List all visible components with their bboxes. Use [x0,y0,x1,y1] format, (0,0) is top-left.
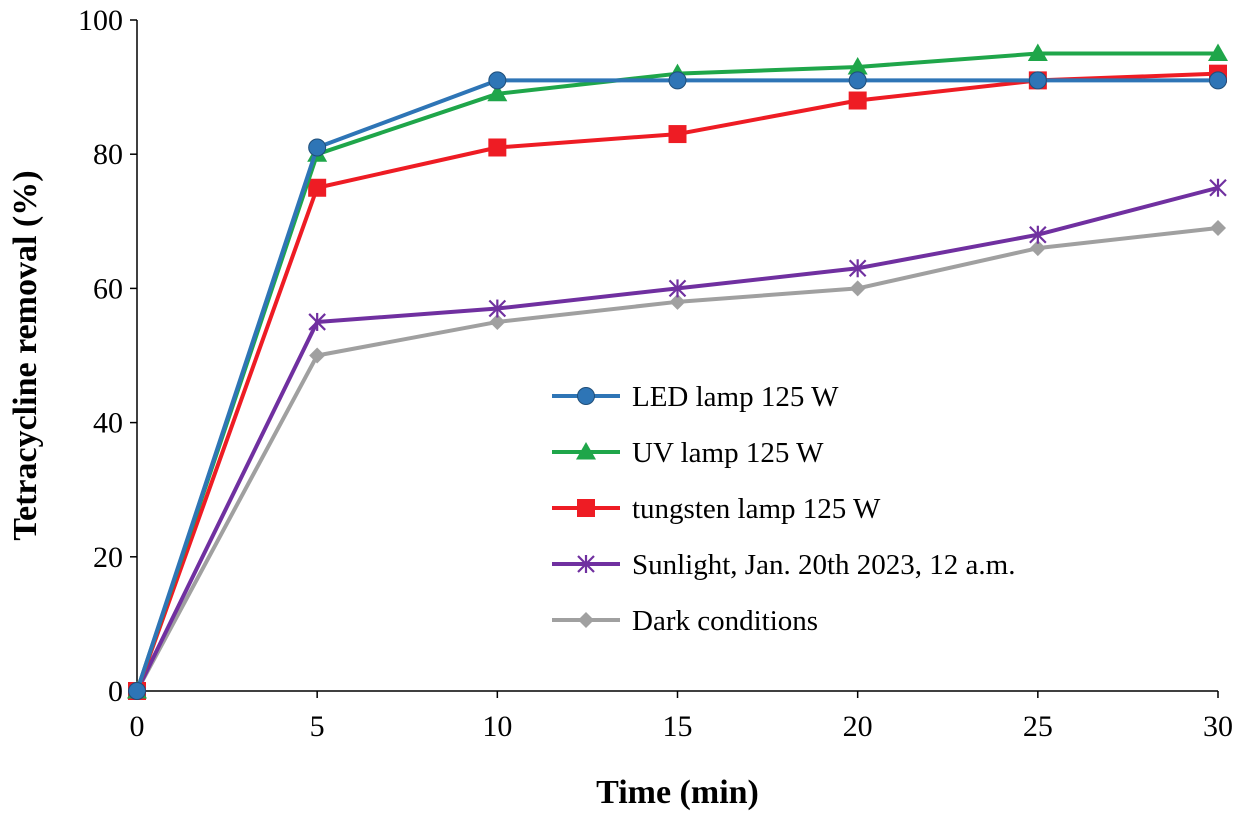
data-point [1028,71,1047,90]
legend: LED lamp 125 W UV lamp 125 W tungsten lamp… [552,381,1015,637]
legend-entry: tungsten lamp 125 W [552,493,881,525]
data-point [668,71,687,90]
x-tick-label: 5 [310,710,325,743]
data-point [1209,71,1227,90]
data-point [489,313,506,330]
data-point [308,178,327,197]
legend-label: LED lamp 125 W [632,381,839,413]
data-point [308,138,327,157]
data-point [668,279,687,298]
x-tick-label: 30 [1203,710,1233,743]
data-point [848,259,867,278]
y-tick-label: 20 [93,541,123,574]
legend-marker [577,499,595,517]
series-layer [127,43,1228,700]
legend-label: Dark conditions [632,605,818,637]
series-4 [129,220,1226,699]
data-point [1027,43,1048,62]
legend-entry: UV lamp 125 W [552,437,824,469]
data-point [488,138,507,157]
x-tick-label: 20 [843,710,873,743]
x-tick-label: 25 [1023,710,1053,743]
data-point [488,299,507,318]
data-point [309,347,326,364]
data-point [1209,178,1227,197]
data-point [669,293,686,310]
y-tick-label: 0 [108,675,123,708]
data-point [848,71,867,90]
series-line [135,51,1218,692]
x-tick-label: 10 [482,710,512,743]
y-tick-label: 80 [93,138,123,171]
series-0 [128,71,1227,700]
legend-entry: Sunlight, Jan. 20th 2023, 12 a.m. [552,549,1015,581]
data-point [1029,240,1046,257]
legend-label: Sunlight, Jan. 20th 2023, 12 a.m. [632,549,1015,581]
data-point [848,91,867,110]
legend-entry: LED lamp 125 W [552,381,839,413]
data-point [1210,220,1226,237]
legend-marker [576,442,596,460]
x-tick-label: 0 [130,710,145,743]
data-point [487,83,508,102]
legend-label: tungsten lamp 125 W [632,493,881,525]
data-point [668,125,687,144]
data-point [488,71,507,90]
legend-marker [578,612,594,628]
data-point [1029,225,1047,244]
legend-marker [577,387,595,405]
y-axis-title: Tetracycline removal (%) [7,170,44,540]
legend-entry: Dark conditions [552,605,818,637]
legend-marker [577,555,595,573]
data-point [1208,43,1228,62]
data-point [128,682,146,700]
axes: 0 20 40 60 80 100 0 5 10 15 20 25 30 [78,4,1233,743]
y-tick-label: 40 [93,407,123,440]
y-tick-label: 100 [78,4,123,37]
data-point [849,280,866,297]
x-axis-title: Time (min) [596,774,759,811]
data-point [308,312,326,331]
y-tick-label: 60 [93,272,123,305]
legend-label: UV lamp 125 W [632,437,824,469]
x-tick-label: 15 [663,710,693,743]
data-point [847,56,868,75]
